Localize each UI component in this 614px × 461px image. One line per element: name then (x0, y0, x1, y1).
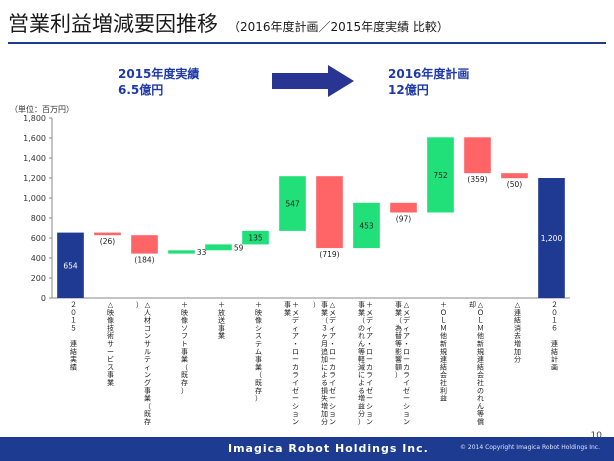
data-label: 752 (433, 171, 448, 180)
bar-increase (353, 202, 380, 249)
bar-increase (279, 176, 306, 231)
x-category-label: △連結消去増加分 (514, 301, 521, 364)
data-label: 547 (285, 200, 300, 209)
y-tick-label: 0 (41, 294, 46, 303)
x-category-label: △ＯＬＭ他新規連結会社のれん等償却 (469, 300, 484, 426)
x-category-label: ＋放送事業 (218, 301, 225, 340)
x-category-label: △人材コンサルティング事業（既存） (136, 301, 151, 426)
y-tick-label: 1,600 (23, 134, 46, 143)
x-category-label: ＋メディア・ローカライゼーション事業 (284, 300, 299, 426)
bar-total (538, 178, 565, 298)
data-label: 1,200 (541, 234, 563, 243)
summary-2016-value: 12億円 (388, 83, 429, 97)
unit-label: （単位：百万円） (10, 105, 74, 114)
x-category-label: △メディア・ローカライゼーション事業（３ヶ月追加による損失増加分） (313, 300, 336, 426)
x-category-label: ＋メディア・ローカライゼーション事業（のれん等軽減による増益分） (358, 300, 373, 426)
y-tick-label: 600 (31, 234, 46, 243)
data-label: (50) (507, 180, 522, 189)
y-tick-label: 1,200 (23, 174, 46, 183)
data-label: (26) (100, 237, 115, 246)
y-tick-label: 1,800 (23, 114, 46, 123)
data-label: (719) (319, 250, 339, 259)
data-label: (97) (396, 215, 411, 224)
bar-increase (168, 250, 195, 254)
data-label: 59 (234, 243, 244, 252)
summary-2015-label: 2015年度実績 (118, 67, 200, 81)
summary-2015-value: 6.5億円 (118, 83, 164, 97)
summary-2015: 2015年度実績 6.5億円 (118, 66, 199, 98)
x-category-label: △メディア・ローカライゼーション事業（為替等影響額） (395, 300, 410, 426)
data-label: 453 (359, 221, 374, 230)
bar-decrease (501, 173, 528, 179)
bar-decrease (131, 235, 158, 254)
x-category-label: ２０１５ 連結実績 (70, 301, 77, 371)
bar-increase (242, 230, 269, 245)
data-label: 33 (197, 248, 207, 257)
footer-bar: Imagica Robot Holdings Inc. © 2014 Copyr… (0, 437, 614, 461)
bar-increase (427, 137, 454, 213)
bar-decrease (316, 176, 343, 249)
x-category-label: ＋ＯＬＭ他新規連結会社利益 (440, 301, 447, 403)
y-tick-label: 400 (31, 254, 46, 263)
x-category-label: △映像技術サービス事業 (107, 301, 114, 387)
bar-total (57, 232, 84, 298)
bar-decrease (464, 137, 491, 174)
page-subtitle: （2016年度計画／2015年度実績 比較） (228, 20, 449, 34)
footer-brand: Imagica Robot Holdings Inc. (228, 442, 429, 455)
data-label: (359) (467, 175, 487, 184)
bar-increase (205, 244, 232, 251)
title-underline (8, 42, 606, 44)
summary-2016-label: 2016年度計画 (388, 67, 470, 81)
footer-copyright: © 2014 Copyright Imagica Robot Holdings … (459, 444, 600, 451)
y-tick-label: 1,400 (23, 154, 46, 163)
waterfall-chart: 0 200 400 600 800 1,000 1,200 1,400 1,600 1,800 65… (23, 114, 570, 426)
data-label: 135 (248, 234, 263, 243)
data-label: (184) (134, 256, 154, 265)
summary-2016: 2016年度計画 12億円 (388, 66, 469, 98)
bar-decrease (390, 202, 417, 213)
x-category-label: ２０１６ 連結計画 (551, 301, 558, 371)
x-category-label: ＋映像システム事業（既存） (255, 301, 262, 403)
page-number: 10 (590, 431, 602, 441)
x-category-label: ＋映像ソフト事業（既存） (181, 301, 188, 395)
page-title: 営業利益増減要因推移 （2016年度計画／2015年度実績 比較） (8, 8, 449, 38)
page-title-main: 営業利益増減要因推移 (8, 12, 218, 36)
y-tick-label: 200 (31, 274, 46, 283)
y-tick-label: 1,000 (23, 194, 46, 203)
y-tick-label: 800 (31, 214, 46, 223)
data-label: 654 (63, 261, 78, 270)
right-arrow-icon (272, 65, 354, 97)
bar-decrease (94, 232, 121, 236)
